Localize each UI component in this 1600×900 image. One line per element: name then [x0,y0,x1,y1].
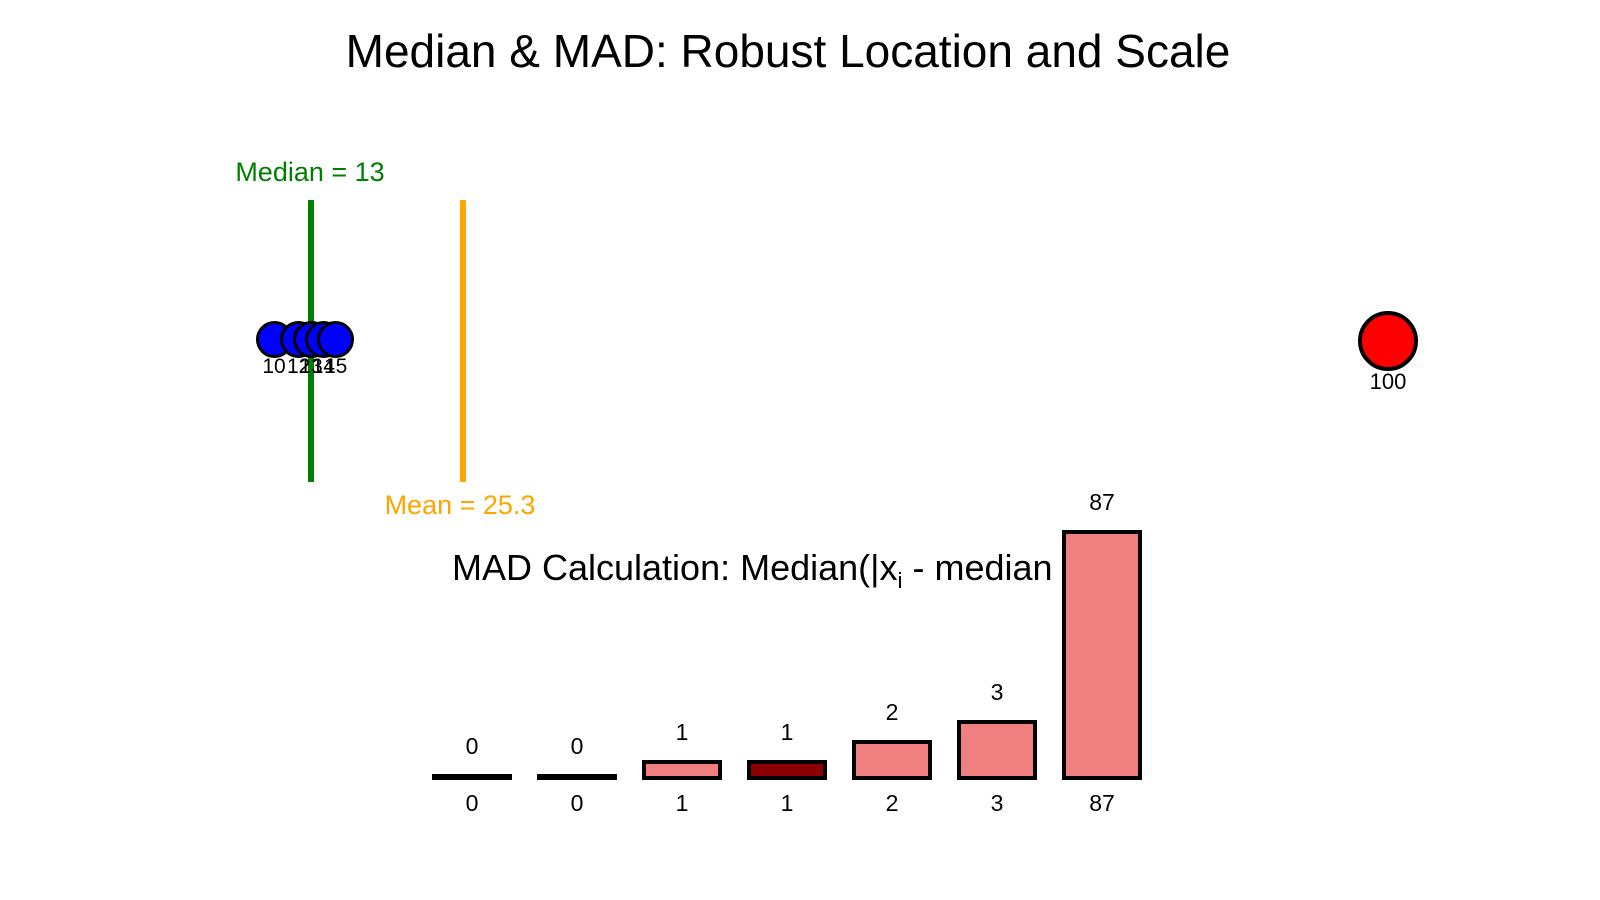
mad-bar [852,740,932,780]
mad-bar-zero [432,774,512,780]
mad-bar [642,760,722,780]
mad-chart-title-pre: MAD Calculation: Median(|x [452,547,898,588]
mad-bar [747,760,827,780]
dot-value-label: 15 [324,355,348,378]
mad-bar-bottom-label: 0 [465,790,479,816]
dot-value-label: 10 [262,355,286,378]
data-point-dot [317,320,355,358]
mad-bar-top-label: 0 [465,733,479,759]
dot-value-label: 13 [299,355,323,378]
mad-bar-bottom-label: 1 [780,790,794,816]
mad-bar [1062,530,1142,780]
mad-bar-bottom-label: 3 [990,790,1004,816]
mad-bar-bottom-label: 2 [885,790,899,816]
mad-chart-title-post: - median [902,547,1053,588]
outlier-value-label: 100 [1369,369,1407,394]
mad-bar-zero [537,774,617,780]
mad-bar [957,720,1037,780]
mad-bar-top-label: 3 [990,679,1004,705]
mad-chart-title: MAD Calculation: Median(|xi - median [452,547,1053,592]
mad-bar-top-label: 87 [1089,489,1115,515]
outlier-dot [1358,311,1418,371]
dot-value-label: 12 [287,355,311,378]
mad-bar-top-label: 1 [675,719,689,745]
mean-line [460,200,466,482]
mad-bar-bottom-label: 87 [1089,790,1115,816]
mad-bar-top-label: 2 [885,699,899,725]
mad-bar-top-label: 0 [570,733,584,759]
page-title: Median & MAD: Robust Location and Scale [345,25,1231,77]
mad-bar-top-label: 1 [780,719,794,745]
mad-chart-title-subscript: i [897,568,903,594]
mad-bar-bottom-label: 1 [675,790,689,816]
mad-bar-bottom-label: 0 [570,790,584,816]
median-annotation: Median = 13 [235,157,385,187]
mean-annotation: Mean = 25.3 [384,490,536,520]
dot-value-label: 14 [311,355,336,378]
